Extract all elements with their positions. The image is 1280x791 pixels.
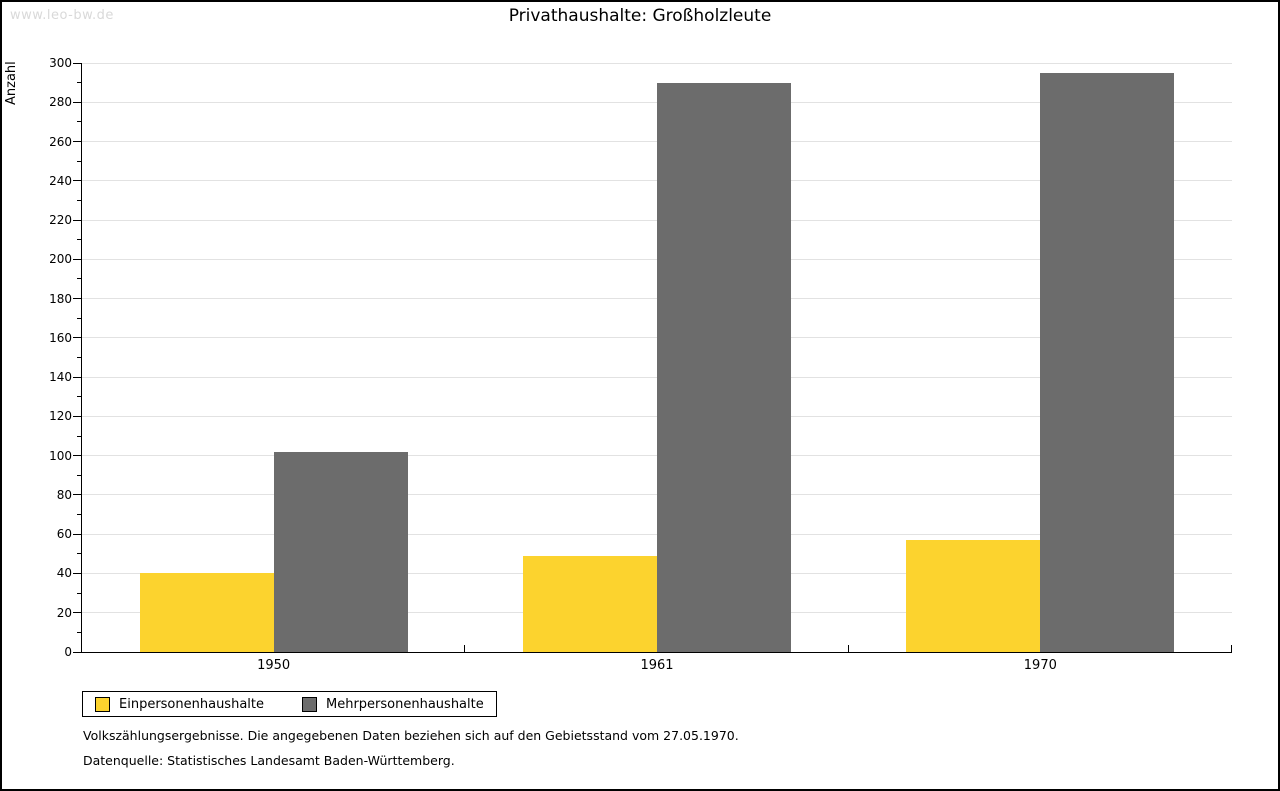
y-axis-tick	[73, 337, 81, 339]
bar-einpersonenhaushalte-1970	[906, 540, 1041, 652]
y-axis-tick	[73, 180, 81, 182]
y-tick-label: 200	[49, 252, 72, 267]
watermark: www.leo-bw.de	[10, 8, 114, 23]
y-tick-label: 300	[49, 56, 72, 70]
y-tick-label: 0	[64, 645, 72, 659]
legend-swatch-yellow	[95, 696, 110, 712]
y-axis-minor-tick	[77, 396, 81, 398]
bar-einpersonenhaushalte-1950	[139, 573, 274, 652]
y-axis-tick	[73, 376, 81, 378]
y-axis-minor-tick	[77, 239, 81, 241]
bar-mehrpersonenhaushalte-1950	[273, 451, 408, 652]
y-tick-label: 260	[49, 134, 72, 149]
y-tick-label: 280	[49, 95, 72, 110]
y-axis-minor-tick	[77, 82, 81, 84]
y-axis-minor-tick	[77, 514, 81, 516]
y-axis-tick	[73, 101, 81, 103]
y-tick-label: 140	[49, 370, 72, 385]
y-axis-minor-tick	[77, 435, 81, 437]
y-axis-tick	[73, 298, 81, 300]
y-axis-minor-tick	[77, 357, 81, 358]
y-tick-label: 80	[56, 487, 72, 502]
y-axis-tick	[73, 141, 81, 143]
y-axis-tick	[73, 612, 81, 614]
y-axis-minor-tick	[77, 160, 81, 162]
y-tick-label: 20	[56, 605, 72, 620]
y-axis-tick	[73, 415, 81, 417]
y-tick-label: 180	[49, 291, 72, 306]
bar-einpersonenhaushalte-1961	[523, 555, 657, 652]
legend-swatch-gray	[302, 696, 317, 712]
footer-note: Volkszählungsergebnisse. Die angegebenen…	[83, 728, 739, 743]
footer-source: Datenquelle: Statistisches Landesamt Bad…	[83, 753, 455, 768]
x-axis-separator-tick	[464, 645, 466, 652]
y-tick-label: 220	[49, 213, 72, 228]
y-axis-tick	[73, 572, 81, 574]
y-axis-tick	[73, 494, 81, 496]
legend-item-einpersonenhaushalte: Einpersonenhaushalte	[95, 696, 264, 712]
chart-title: Privathaushalte: Großholzleute	[508, 6, 772, 26]
y-axis-tick	[73, 651, 81, 653]
y-axis-tick	[73, 219, 81, 221]
y-axis-minor-tick	[77, 317, 81, 319]
y-tick-label: 160	[49, 330, 72, 345]
bar-mehrpersonenhaushalte-1970	[1040, 72, 1175, 652]
x-category-label: 1950	[257, 658, 291, 673]
y-tick-label: 40	[56, 566, 72, 581]
y-axis-minor-tick	[77, 553, 81, 555]
y-axis-tick	[73, 62, 81, 64]
legend-label: Einpersonenhaushalte	[119, 696, 264, 712]
legend: Einpersonenhaushalte Mehrpersonenhaushal…	[82, 691, 497, 717]
y-axis-tick	[73, 455, 81, 457]
legend-item-mehrpersonenhaushalte: Mehrpersonenhaushalte	[302, 696, 484, 712]
y-axis-minor-tick	[77, 474, 81, 476]
y-axis-minor-tick	[77, 592, 81, 594]
y-axis-minor-tick	[77, 278, 81, 280]
legend-label: Mehrpersonenhaushalte	[326, 696, 484, 712]
y-axis-minor-tick	[77, 631, 81, 633]
plot-area: 0 20 40 60 80 100 120 140 160 180 200 220 240 260 280 3…	[49, 57, 1232, 673]
y-tick-label: 240	[49, 173, 72, 188]
x-axis-separator-tick	[1231, 645, 1232, 652]
y-axis-tick	[73, 258, 81, 260]
y-axis-tick	[73, 533, 81, 535]
x-axis-separator-tick	[847, 645, 849, 652]
gridline	[82, 62, 1232, 64]
y-tick-label: 120	[49, 409, 72, 424]
y-axis-minor-tick	[77, 121, 81, 123]
y-axis-minor-tick	[77, 199, 81, 201]
y-axis-label: Anzahl	[4, 61, 19, 105]
x-category-label: 1961	[640, 658, 674, 673]
bar-mehrpersonenhaushalte-1961	[657, 82, 791, 652]
y-tick-label: 100	[49, 448, 72, 463]
x-category-label: 1970	[1023, 658, 1057, 673]
y-tick-label: 60	[56, 527, 72, 542]
